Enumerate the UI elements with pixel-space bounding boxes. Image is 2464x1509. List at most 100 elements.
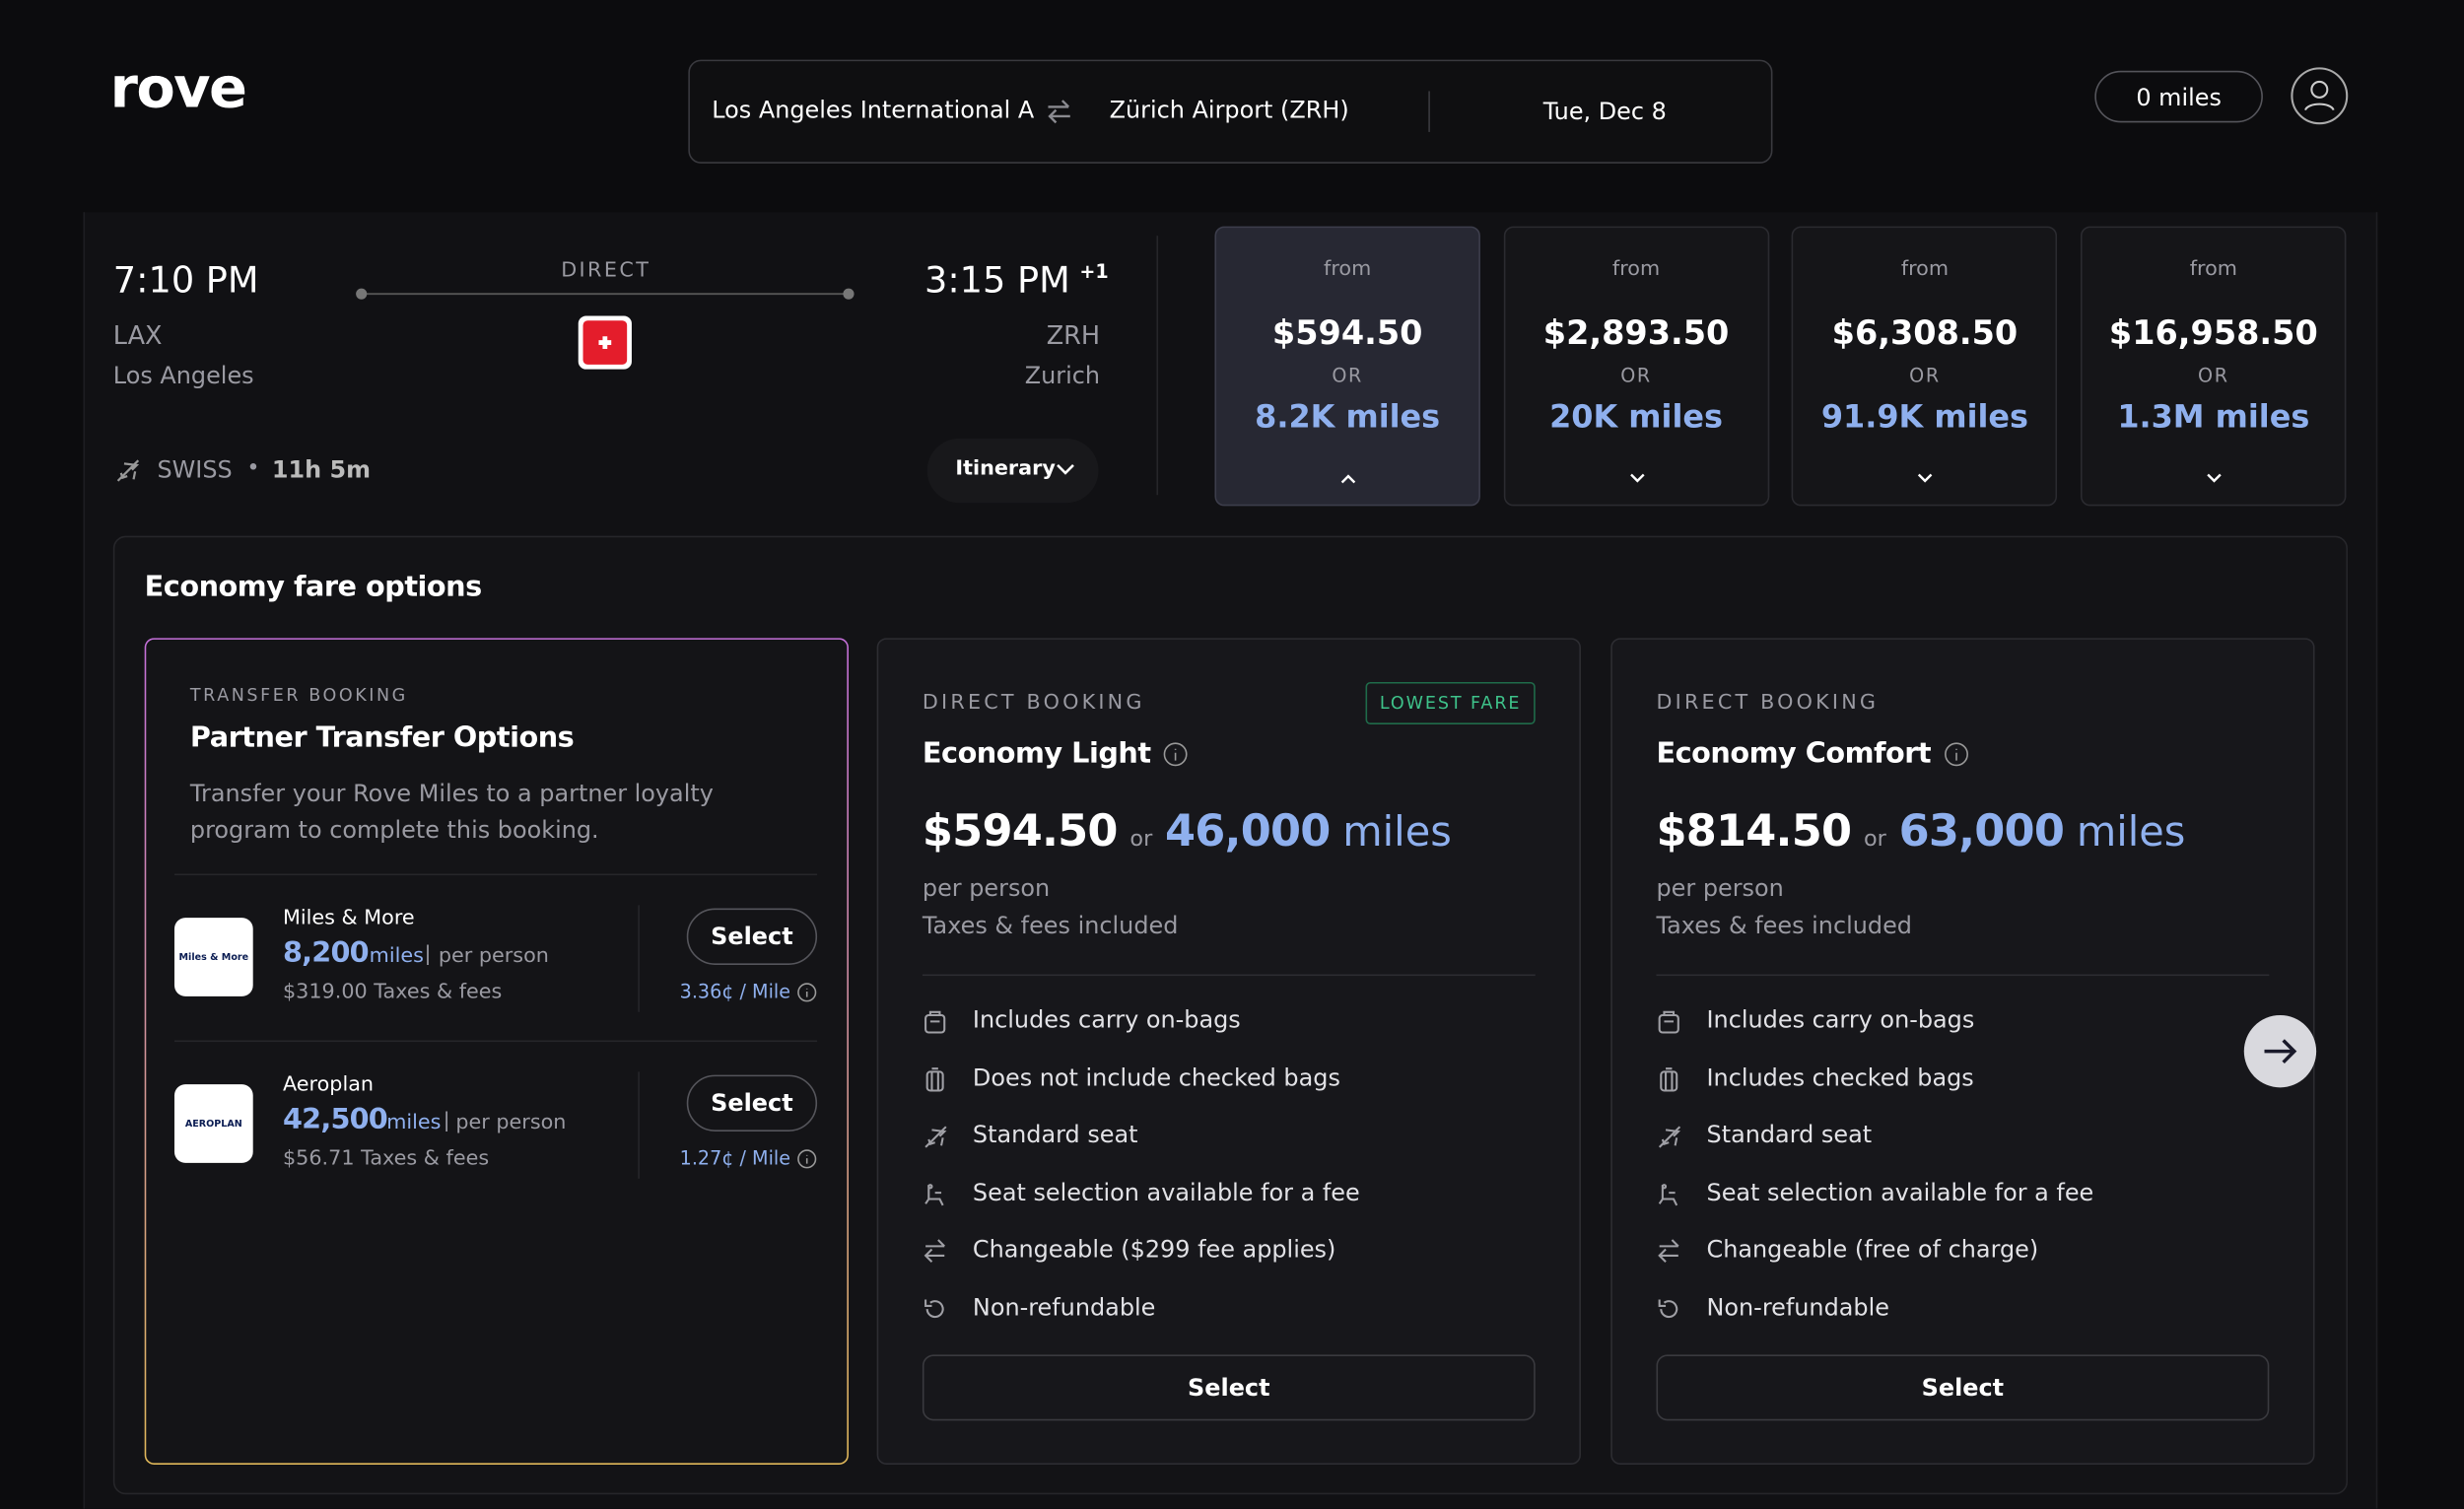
- feature: Standard seat: [1706, 1121, 1873, 1149]
- select-button[interactable]: Select: [686, 908, 818, 965]
- cabin-price: $594.50: [1271, 313, 1423, 353]
- feature-icon: [924, 1126, 947, 1148]
- dest-city: Zurich: [1024, 361, 1101, 390]
- feature: Non-refundable: [972, 1293, 1156, 1322]
- avatar[interactable]: [2290, 66, 2350, 126]
- chevron: [1629, 473, 1645, 483]
- search-box[interactable]: [688, 59, 1773, 164]
- select-button[interactable]: Select: [1656, 1354, 2270, 1421]
- fare-card: [876, 638, 1581, 1465]
- per-person: per person: [1656, 873, 1784, 903]
- divider: [1428, 91, 1430, 132]
- info-icon: [797, 1149, 817, 1169]
- fare-name-row: Economy Light: [923, 737, 1189, 770]
- depart-time: 7:10 PM: [112, 260, 259, 303]
- fare-card: [1610, 638, 2315, 1465]
- select-button[interactable]: Select: [922, 1354, 1536, 1421]
- fare-price: $594.50: [922, 804, 1119, 857]
- feature-icon: [1658, 1239, 1679, 1264]
- miles-unit: miles: [369, 944, 424, 969]
- itinerary-label[interactable]: Itinerary: [955, 456, 1056, 481]
- chevron: [1340, 474, 1356, 484]
- from-label: from: [1611, 257, 1661, 282]
- select-button[interactable]: Select: [686, 1074, 818, 1132]
- card-kind: DIRECT BOOKING: [922, 691, 1145, 716]
- partner-taxes: $319.00 Taxes & fees: [282, 980, 503, 1004]
- arrive-time: 3:15 PM: [924, 260, 1070, 303]
- feature-icon: [1658, 1010, 1679, 1034]
- divider: [173, 1040, 818, 1043]
- price-row: $814.50 or 63,000 miles: [1656, 804, 2185, 857]
- or-label: or: [1129, 826, 1153, 853]
- feature-icon: [924, 1239, 945, 1264]
- partner-logo: Miles & More: [173, 918, 253, 996]
- or-label: OR: [2198, 364, 2229, 387]
- miles-unit: miles: [386, 1111, 442, 1135]
- info-icon: [1164, 741, 1189, 766]
- fare-name: Economy Light: [922, 736, 1151, 771]
- separator: |: [443, 1109, 450, 1133]
- fare-name-row: Economy Comfort: [1656, 737, 1968, 770]
- fare-name: Economy Comfort: [1656, 736, 1932, 771]
- card-description: Transfer your Rove Miles to a partner lo…: [189, 779, 714, 845]
- partner-name: Miles & More: [282, 906, 415, 930]
- divider: [922, 974, 1536, 977]
- taxes: Taxes & fees included: [1656, 911, 1912, 940]
- feature: Changeable (free of charge): [1706, 1235, 2039, 1265]
- fare-miles: 46,000: [1165, 804, 1331, 857]
- or-label: OR: [1909, 364, 1941, 387]
- day-offset: +1: [1079, 260, 1109, 283]
- cabin-miles: 20K miles: [1549, 397, 1723, 436]
- or-label: or: [1863, 826, 1886, 853]
- cabin-card[interactable]: from $2,893.50 OR 20K miles: [1503, 226, 1769, 507]
- or-label: OR: [1620, 364, 1652, 387]
- feature-icon: [925, 1066, 944, 1091]
- card-title: Partner Transfer Options: [189, 720, 575, 755]
- destination-input[interactable]: Zürich Airport (ZRH): [1109, 96, 1349, 124]
- next-arrow[interactable]: [2242, 1013, 2318, 1089]
- cabin-card[interactable]: from $16,958.50 OR 1.3M miles: [2081, 226, 2347, 507]
- logo[interactable]: rove: [109, 56, 247, 121]
- card-kind: TRANSFER BOOKING: [189, 685, 408, 706]
- feature: Does not include checked bags: [972, 1063, 1340, 1092]
- swap-icon[interactable]: [1045, 98, 1073, 126]
- cabin-price: $16,958.50: [2108, 313, 2318, 353]
- itinerary-button[interactable]: [926, 438, 1099, 504]
- feature: Includes carry on-bags: [1706, 1005, 1975, 1035]
- feature: Non-refundable: [1706, 1293, 1889, 1322]
- divider: [1156, 236, 1159, 496]
- info-icon: [797, 983, 817, 1002]
- miles-unit: miles: [1342, 809, 1452, 857]
- rate: 3.36¢ / Mile: [679, 980, 790, 1003]
- card-kind: DIRECT BOOKING: [1656, 691, 1880, 716]
- origin-code: LAX: [112, 320, 163, 351]
- feature: Standard seat: [972, 1121, 1138, 1149]
- feature-icon: [1660, 1066, 1678, 1091]
- origin-city: Los Angeles: [112, 361, 254, 390]
- divider: [638, 905, 640, 1012]
- from-label: from: [2189, 257, 2237, 282]
- date-input[interactable]: Tue, Dec 8: [1542, 97, 1667, 126]
- dest-code: ZRH: [1046, 320, 1101, 351]
- info-icon: [1944, 741, 1968, 766]
- feature-icon: [924, 1010, 946, 1034]
- feature: Seat selection available for a fee: [1706, 1178, 2094, 1207]
- miles-unit: miles: [2076, 809, 2186, 857]
- fare-miles: 63,000: [1898, 804, 2065, 857]
- cabin-card[interactable]: from $6,308.50 OR 91.9K miles: [1792, 226, 2058, 507]
- feature-icon: [924, 1299, 944, 1319]
- partner-name: Aeroplan: [282, 1072, 375, 1097]
- from-label: from: [1324, 257, 1372, 282]
- badge: LOWEST FARE: [1365, 681, 1536, 725]
- plane-icon: [116, 459, 140, 482]
- miles-pill[interactable]: 0 miles: [2094, 70, 2263, 123]
- origin-input[interactable]: Los Angeles International A: [712, 96, 1035, 124]
- cabin-price: $2,893.50: [1542, 313, 1730, 353]
- price-row: $594.50 or 46,000 miles: [923, 804, 1452, 857]
- partner-miles: 42,500: [282, 1103, 388, 1136]
- duration: 11h 5m: [271, 455, 372, 485]
- cabin-card[interactable]: from $594.50 OR 8.2K miles: [1214, 226, 1480, 507]
- per-person: per person: [922, 873, 1051, 903]
